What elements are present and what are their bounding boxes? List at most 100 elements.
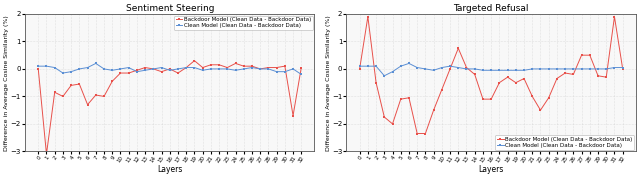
Backdoor Model (Clean Data - Backdoor Data) xyxy=(446,68,454,70)
Backdoor Model (Clean Data - Backdoor Data) xyxy=(356,68,364,70)
Clean Model (Clean Data - Backdoor Data) xyxy=(430,69,438,71)
Backdoor Model (Clean Data - Backdoor Data) xyxy=(150,68,157,70)
Clean Model (Clean Data - Backdoor Data) xyxy=(199,69,207,71)
Backdoor Model (Clean Data - Backdoor Data) xyxy=(59,95,67,98)
Backdoor Model (Clean Data - Backdoor Data) xyxy=(561,72,569,74)
Backdoor Model (Clean Data - Backdoor Data) xyxy=(463,66,470,69)
Clean Model (Clean Data - Backdoor Data) xyxy=(364,65,372,67)
Clean Model (Clean Data - Backdoor Data) xyxy=(240,68,248,70)
Y-axis label: Difference in Average Cosine Similarity (%): Difference in Average Cosine Similarity … xyxy=(326,15,330,151)
Backdoor Model (Clean Data - Backdoor Data) xyxy=(388,123,396,125)
Clean Model (Clean Data - Backdoor Data) xyxy=(380,75,388,77)
Backdoor Model (Clean Data - Backdoor Data) xyxy=(495,82,503,84)
Clean Model (Clean Data - Backdoor Data) xyxy=(215,68,223,70)
Backdoor Model (Clean Data - Backdoor Data) xyxy=(264,66,272,69)
Backdoor Model (Clean Data - Backdoor Data) xyxy=(199,66,207,69)
Clean Model (Clean Data - Backdoor Data) xyxy=(454,66,462,69)
Clean Model (Clean Data - Backdoor Data) xyxy=(43,65,51,67)
Legend: Backdoor Model (Clean Data - Backdoor Data), Clean Model (Clean Data - Backdoor : Backdoor Model (Clean Data - Backdoor Da… xyxy=(495,135,634,150)
Backdoor Model (Clean Data - Backdoor Data) xyxy=(471,73,479,75)
Backdoor Model (Clean Data - Backdoor Data) xyxy=(289,115,297,117)
Backdoor Model (Clean Data - Backdoor Data) xyxy=(84,104,92,106)
Backdoor Model (Clean Data - Backdoor Data) xyxy=(191,60,198,62)
Backdoor Model (Clean Data - Backdoor Data) xyxy=(594,75,602,77)
Backdoor Model (Clean Data - Backdoor Data) xyxy=(281,65,289,67)
Clean Model (Clean Data - Backdoor Data) xyxy=(512,69,520,71)
Clean Model (Clean Data - Backdoor Data) xyxy=(51,66,58,69)
Clean Model (Clean Data - Backdoor Data) xyxy=(388,71,396,73)
Backdoor Model (Clean Data - Backdoor Data) xyxy=(578,54,586,56)
Clean Model (Clean Data - Backdoor Data) xyxy=(463,68,470,70)
Backdoor Model (Clean Data - Backdoor Data) xyxy=(413,132,421,135)
Backdoor Model (Clean Data - Backdoor Data) xyxy=(397,98,404,100)
Clean Model (Clean Data - Backdoor Data) xyxy=(397,65,404,67)
Backdoor Model (Clean Data - Backdoor Data) xyxy=(232,62,239,64)
Clean Model (Clean Data - Backdoor Data) xyxy=(578,68,586,70)
Clean Model (Clean Data - Backdoor Data) xyxy=(150,68,157,70)
Y-axis label: Difference in Average Cosine Similarity (%): Difference in Average Cosine Similarity … xyxy=(4,15,9,151)
Clean Model (Clean Data - Backdoor Data) xyxy=(223,68,231,70)
Backdoor Model (Clean Data - Backdoor Data) xyxy=(133,69,141,71)
Backdoor Model (Clean Data - Backdoor Data) xyxy=(619,68,627,70)
Clean Model (Clean Data - Backdoor Data) xyxy=(298,73,305,75)
Backdoor Model (Clean Data - Backdoor Data) xyxy=(223,66,231,69)
Clean Model (Clean Data - Backdoor Data) xyxy=(116,68,124,70)
Title: Sentiment Steering: Sentiment Steering xyxy=(125,4,214,13)
Clean Model (Clean Data - Backdoor Data) xyxy=(487,69,495,71)
Clean Model (Clean Data - Backdoor Data) xyxy=(619,66,627,69)
Backdoor Model (Clean Data - Backdoor Data) xyxy=(529,95,536,98)
Backdoor Model (Clean Data - Backdoor Data) xyxy=(602,76,610,78)
Clean Model (Clean Data - Backdoor Data) xyxy=(191,66,198,69)
Backdoor Model (Clean Data - Backdoor Data) xyxy=(422,132,429,135)
Backdoor Model (Clean Data - Backdoor Data) xyxy=(100,95,108,98)
Backdoor Model (Clean Data - Backdoor Data) xyxy=(512,82,520,84)
Line: Clean Model (Clean Data - Backdoor Data): Clean Model (Clean Data - Backdoor Data) xyxy=(37,62,303,76)
Backdoor Model (Clean Data - Backdoor Data) xyxy=(504,76,511,78)
Line: Backdoor Model (Clean Data - Backdoor Data): Backdoor Model (Clean Data - Backdoor Da… xyxy=(358,15,624,135)
Backdoor Model (Clean Data - Backdoor Data) xyxy=(67,84,75,87)
Backdoor Model (Clean Data - Backdoor Data) xyxy=(273,66,280,69)
Backdoor Model (Clean Data - Backdoor Data) xyxy=(51,91,58,93)
Backdoor Model (Clean Data - Backdoor Data) xyxy=(35,68,42,70)
Backdoor Model (Clean Data - Backdoor Data) xyxy=(141,66,149,69)
Backdoor Model (Clean Data - Backdoor Data) xyxy=(207,64,214,66)
Backdoor Model (Clean Data - Backdoor Data) xyxy=(240,65,248,67)
Clean Model (Clean Data - Backdoor Data) xyxy=(273,71,280,73)
Clean Model (Clean Data - Backdoor Data) xyxy=(248,66,256,69)
Title: Targeted Refusal: Targeted Refusal xyxy=(453,4,529,13)
Backdoor Model (Clean Data - Backdoor Data) xyxy=(553,77,561,80)
Backdoor Model (Clean Data - Backdoor Data) xyxy=(166,68,173,70)
Clean Model (Clean Data - Backdoor Data) xyxy=(232,69,239,71)
Clean Model (Clean Data - Backdoor Data) xyxy=(76,68,83,70)
Backdoor Model (Clean Data - Backdoor Data) xyxy=(487,98,495,100)
Clean Model (Clean Data - Backdoor Data) xyxy=(504,69,511,71)
Clean Model (Clean Data - Backdoor Data) xyxy=(537,68,545,70)
Clean Model (Clean Data - Backdoor Data) xyxy=(545,68,552,70)
Clean Model (Clean Data - Backdoor Data) xyxy=(182,66,190,69)
Clean Model (Clean Data - Backdoor Data) xyxy=(84,66,92,69)
Backdoor Model (Clean Data - Backdoor Data) xyxy=(405,97,413,99)
Backdoor Model (Clean Data - Backdoor Data) xyxy=(182,66,190,69)
Backdoor Model (Clean Data - Backdoor Data) xyxy=(43,153,51,155)
Clean Model (Clean Data - Backdoor Data) xyxy=(495,69,503,71)
Clean Model (Clean Data - Backdoor Data) xyxy=(356,65,364,67)
Line: Clean Model (Clean Data - Backdoor Data): Clean Model (Clean Data - Backdoor Data) xyxy=(358,62,624,77)
Clean Model (Clean Data - Backdoor Data) xyxy=(372,65,380,67)
Backdoor Model (Clean Data - Backdoor Data) xyxy=(438,88,445,91)
Backdoor Model (Clean Data - Backdoor Data) xyxy=(248,65,256,67)
Clean Model (Clean Data - Backdoor Data) xyxy=(471,68,479,70)
Clean Model (Clean Data - Backdoor Data) xyxy=(207,68,214,70)
Backdoor Model (Clean Data - Backdoor Data) xyxy=(430,109,438,111)
Backdoor Model (Clean Data - Backdoor Data) xyxy=(611,16,618,18)
Clean Model (Clean Data - Backdoor Data) xyxy=(257,68,264,70)
Clean Model (Clean Data - Backdoor Data) xyxy=(281,71,289,73)
Clean Model (Clean Data - Backdoor Data) xyxy=(141,69,149,71)
Clean Model (Clean Data - Backdoor Data) xyxy=(413,66,421,69)
Clean Model (Clean Data - Backdoor Data) xyxy=(35,65,42,67)
Backdoor Model (Clean Data - Backdoor Data) xyxy=(537,109,545,111)
Backdoor Model (Clean Data - Backdoor Data) xyxy=(372,82,380,84)
Backdoor Model (Clean Data - Backdoor Data) xyxy=(364,16,372,18)
Clean Model (Clean Data - Backdoor Data) xyxy=(405,62,413,64)
Backdoor Model (Clean Data - Backdoor Data) xyxy=(520,77,528,80)
Backdoor Model (Clean Data - Backdoor Data) xyxy=(479,98,487,100)
